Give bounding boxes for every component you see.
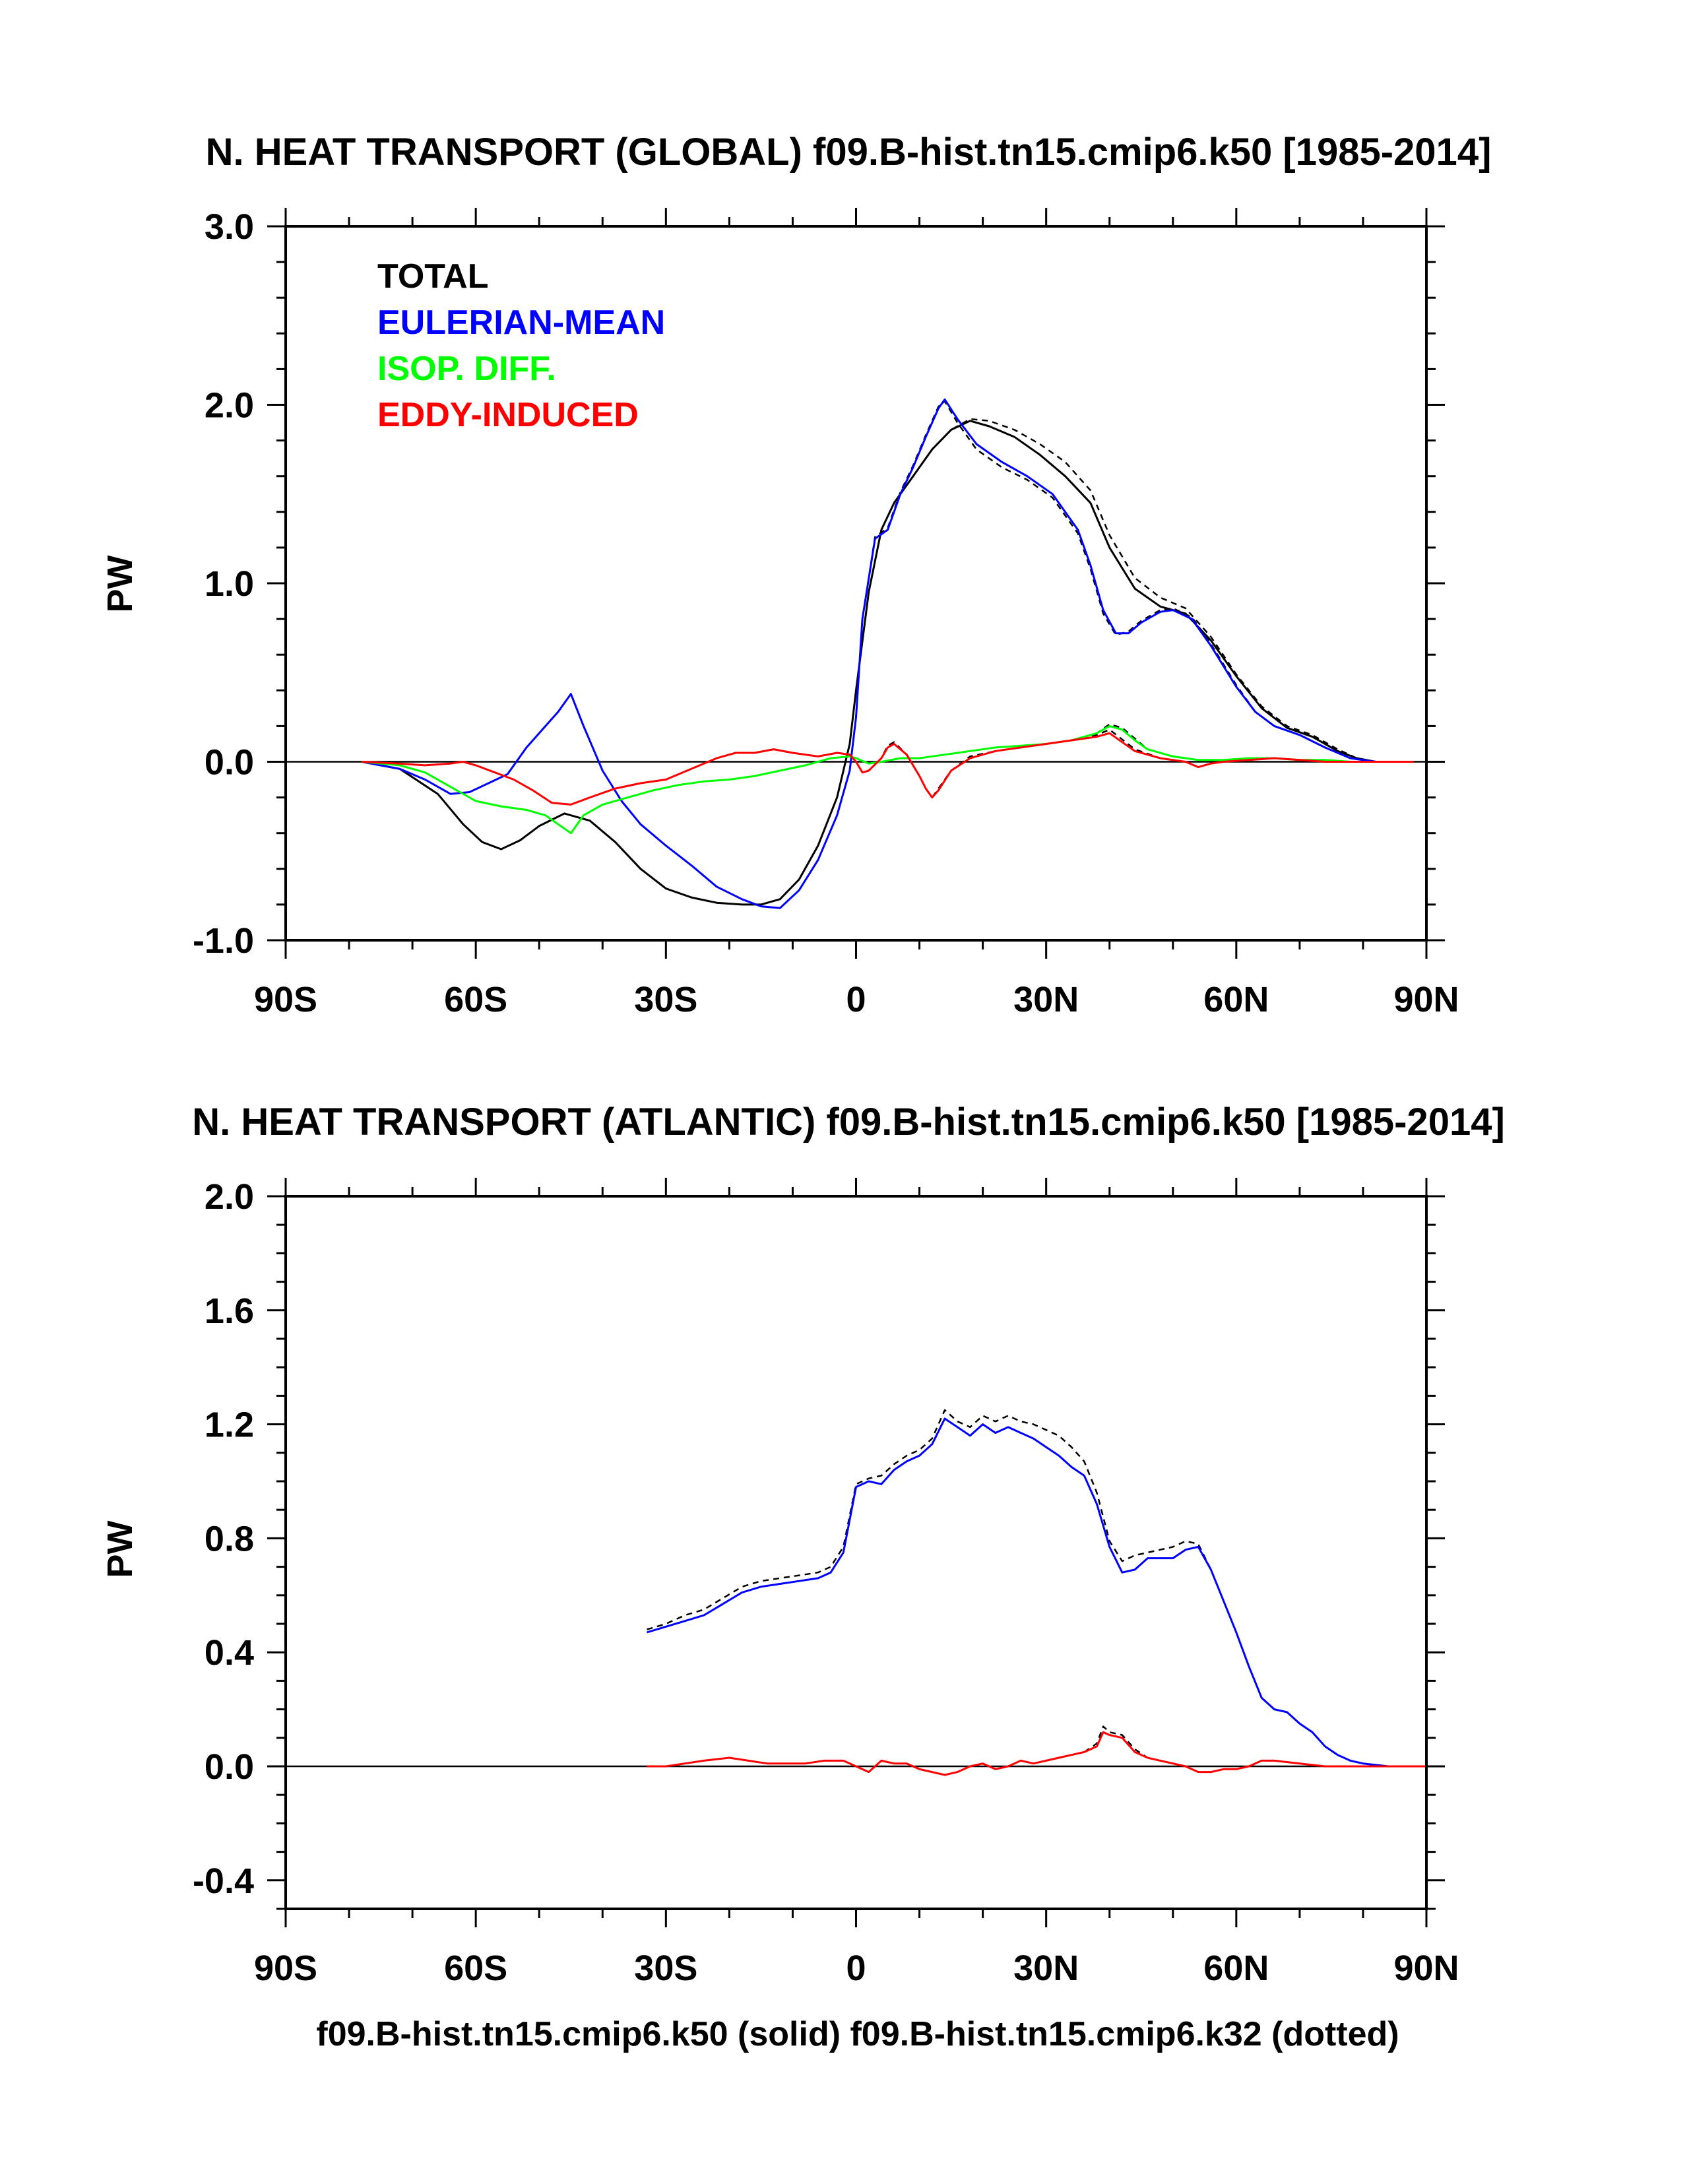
x-tick-label: 90S: [254, 1948, 317, 1988]
y-tick-label: 3.0: [205, 207, 254, 247]
x-tick-label: 90N: [1393, 1948, 1459, 1988]
plot-area: 90S 60S 30S 0 30N 60N 90N -1.0 0.0 1.0 2.0 3.0: [193, 207, 1459, 1019]
y-tick-label: 2.0: [205, 1177, 254, 1217]
series-line-isop-diff-solid: [362, 724, 1414, 835]
x-tick-label: 0: [846, 980, 866, 1019]
legend-eddy-induced: EDDY-INDUCED: [377, 396, 639, 434]
x-tick-label: 30N: [1013, 1948, 1079, 1988]
y-tick-label: 1.0: [205, 564, 254, 604]
y-tick-label: 0.8: [205, 1519, 254, 1558]
global-heat-transport-chart: N. HEAT TRANSPORT (GLOBAL) f09.B-hist.tn…: [100, 131, 1491, 1019]
x-tick-label: 0: [846, 1948, 866, 1988]
series-line-total-solid: [362, 420, 1414, 906]
x-tick-label: 90N: [1393, 980, 1459, 1019]
figure-footer: f09.B-hist.tn15.cmip6.k50 (solid) f09.B-…: [316, 2015, 1399, 2053]
legend-total: TOTAL: [377, 257, 489, 296]
y-tick-label: -1.0: [193, 921, 254, 961]
x-tick-label: 60N: [1203, 1948, 1269, 1988]
y-tick-label: 1.6: [205, 1291, 254, 1331]
series-line-eddy-induced-solid: [647, 1731, 1426, 1776]
atlantic-heat-transport-chart: N. HEAT TRANSPORT (ATLANTIC) f09.B-hist.…: [100, 1101, 1505, 1988]
series-line-eulerian-mean-solid: [362, 398, 1414, 909]
series-line-eddy-induced-solid: [362, 732, 1414, 806]
legend-eulerian-mean: EULERIAN-MEAN: [377, 304, 665, 342]
y-tick-label: 0.0: [205, 1747, 254, 1787]
y-tick-label: 0.0: [205, 743, 254, 783]
y-tick-label: 0.4: [205, 1633, 254, 1673]
x-tick-label: 90S: [254, 980, 317, 1019]
y-tick-label: 2.0: [205, 386, 254, 426]
x-tick-label: 30S: [634, 980, 697, 1019]
y-tick-label: 1.2: [205, 1405, 254, 1445]
series-line-eulerian-mean-solid: [647, 1417, 1426, 1768]
x-tick-label: 60N: [1203, 980, 1269, 1019]
x-tick-label: 60S: [444, 980, 507, 1019]
chart-title: N. HEAT TRANSPORT (ATLANTIC) f09.B-hist.…: [192, 1101, 1505, 1143]
plot-area: 90S 60S 30S 0 30N 60N 90N -0.4 0.0 0.4 0.8 1.2 1.6 2.…: [193, 1177, 1459, 1988]
x-tick-label: 60S: [444, 1948, 507, 1988]
y-axis-label: PW: [100, 555, 140, 612]
legend: TOTAL EULERIAN-MEAN ISOP. DIFF. EDDY-IND…: [377, 257, 665, 434]
y-tick-label: -0.4: [193, 1861, 254, 1901]
y-axis-label: PW: [100, 1520, 140, 1578]
x-tick-label: 30S: [634, 1948, 697, 1988]
x-tick-label: 30N: [1013, 980, 1079, 1019]
chart-title: N. HEAT TRANSPORT (GLOBAL) f09.B-hist.tn…: [206, 131, 1492, 174]
legend-isop-diff: ISOP. DIFF.: [377, 350, 556, 388]
